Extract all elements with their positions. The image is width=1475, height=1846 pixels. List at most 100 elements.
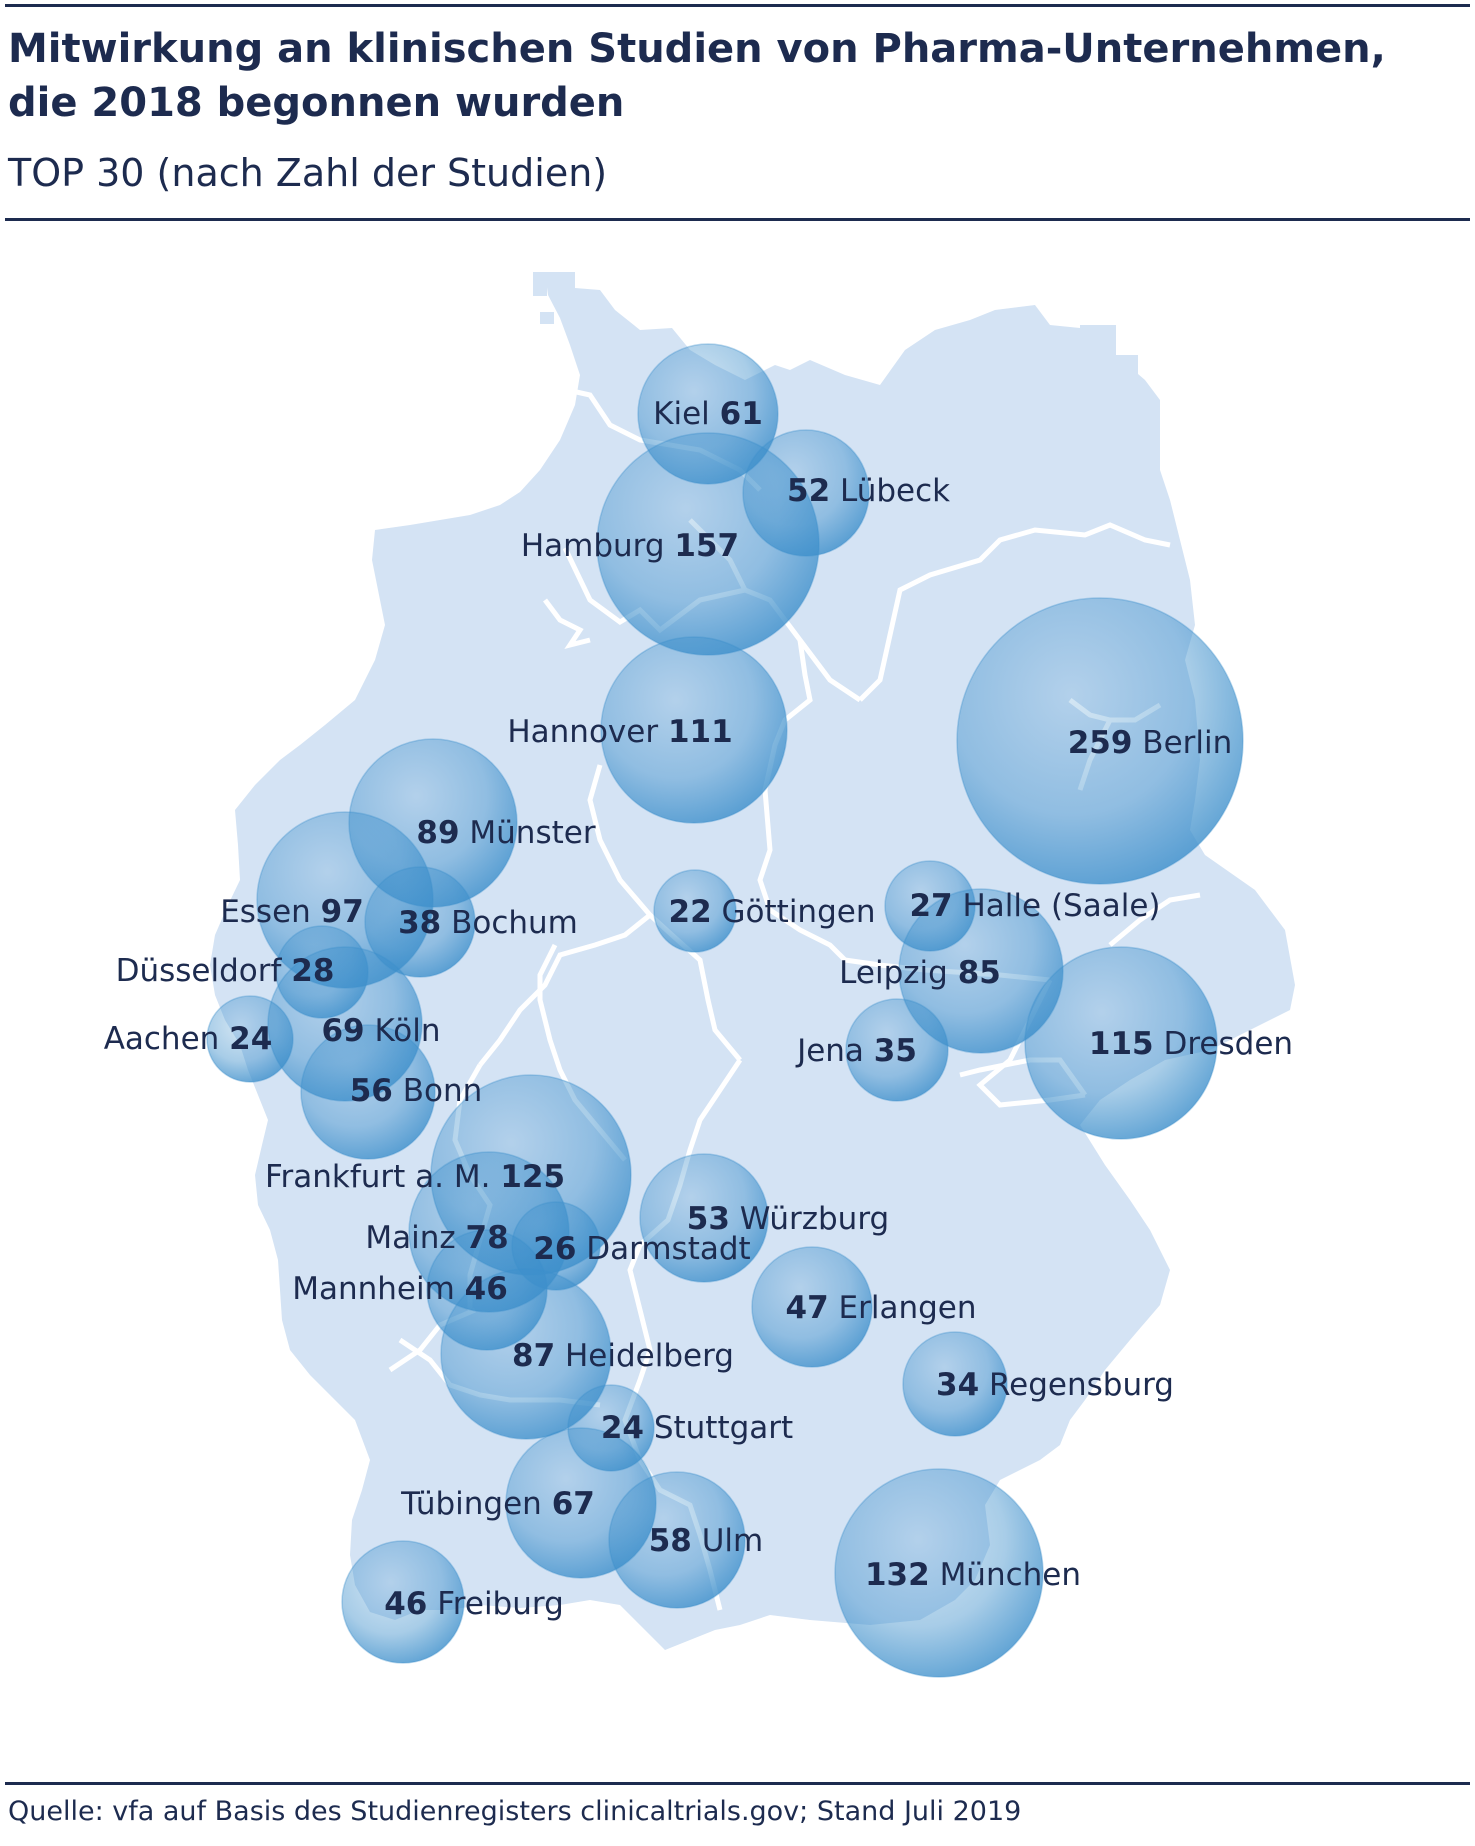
label-mainz: Mainz 78	[365, 1220, 508, 1256]
city-name-bonn: Bonn	[403, 1073, 483, 1109]
page-title: Mitwirkung an klinischen Studien von Pha…	[8, 26, 1386, 126]
label-bonn: 56 Bonn	[350, 1073, 483, 1109]
bubble-jena	[845, 998, 949, 1102]
city-name-darmstadt: Darmstadt	[586, 1231, 750, 1267]
city-name-kiel: Kiel	[653, 396, 710, 432]
city-name-koeln: Köln	[374, 1013, 440, 1049]
label-dresden: 115 Dresden	[1089, 1026, 1293, 1062]
label-regensburg: 34 Regensburg	[936, 1367, 1174, 1403]
city-name-freiburg: Freiburg	[437, 1586, 564, 1622]
city-name-muenchen: München	[940, 1557, 1081, 1593]
city-name-mainz: Mainz	[365, 1220, 455, 1256]
label-luebeck: 52 Lübeck	[787, 473, 950, 509]
label-muenchen: 132 München	[865, 1557, 1081, 1593]
city-value-heidelberg: 87	[512, 1338, 555, 1374]
page-subtitle: TOP 30 (nach Zahl der Studien)	[8, 151, 608, 195]
label-koeln: 69 Köln	[321, 1013, 440, 1049]
label-aachen: Aachen 24	[104, 1021, 273, 1057]
label-jena: Jena 35	[795, 1033, 917, 1069]
city-name-ulm: Ulm	[702, 1523, 764, 1559]
city-value-mainz: 78	[466, 1220, 509, 1256]
city-name-hamburg: Hamburg	[521, 528, 665, 564]
city-name-frankfurt-a-m: Frankfurt a. M.	[265, 1159, 491, 1195]
bubble-heidelberg	[440, 1268, 612, 1440]
city-value-regensburg: 34	[936, 1367, 979, 1403]
source-note: Quelle: vfa auf Basis des Studienregiste…	[8, 1796, 1022, 1827]
bubble-regensburg	[902, 1331, 1008, 1437]
bubble-wuerzburg	[639, 1153, 769, 1283]
city-name-erlangen: Erlangen	[839, 1290, 977, 1326]
city-name-stuttgart: Stuttgart	[654, 1410, 793, 1446]
city-value-halle-saale: 27	[909, 888, 952, 924]
city-value-hannover: 111	[668, 714, 733, 750]
city-value-goettingen: 22	[669, 894, 712, 930]
city-name-goettingen: Göttingen	[722, 894, 876, 930]
label-goettingen: 22 Göttingen	[669, 894, 876, 930]
label-heidelberg: 87 Heidelberg	[512, 1338, 734, 1374]
label-stuttgart: 24 Stuttgart	[601, 1410, 793, 1446]
footer-rule	[5, 1782, 1470, 1785]
city-name-muenster: Münster	[469, 815, 595, 851]
city-value-luebeck: 52	[787, 473, 830, 509]
bubble-bonn	[300, 1024, 436, 1160]
city-name-berlin: Berlin	[1142, 725, 1232, 761]
label-bochum: 38 Bochum	[398, 905, 578, 941]
city-value-wuerzburg: 53	[687, 1201, 730, 1237]
city-value-ulm: 58	[649, 1523, 692, 1559]
city-value-muenchen: 132	[865, 1557, 930, 1593]
city-name-mannheim: Mannheim	[292, 1271, 455, 1307]
city-value-kiel: 61	[720, 396, 763, 432]
label-leipzig: Leipzig 85	[839, 955, 1001, 991]
label-ulm: 58 Ulm	[649, 1523, 764, 1559]
label-berlin: 259 Berlin	[1068, 725, 1233, 761]
city-value-darmstadt: 26	[533, 1231, 576, 1267]
city-bubbles	[206, 343, 1244, 1678]
label-frankfurt-a-m: Frankfurt a. M. 125	[265, 1159, 565, 1195]
bubble-muenchen	[834, 1468, 1044, 1678]
city-name-dresden: Dresden	[1164, 1026, 1294, 1062]
city-value-stuttgart: 24	[601, 1410, 644, 1446]
germany-bubble-map: Kiel 61 52 Lübeck Hamburg 157 Hannover 111 2…	[104, 272, 1295, 1678]
city-name-hannover: Hannover	[507, 714, 658, 750]
label-hannover: Hannover 111	[507, 714, 732, 750]
city-name-essen: Essen	[220, 894, 311, 930]
city-value-freiburg: 46	[384, 1586, 427, 1622]
city-value-essen: 97	[321, 894, 364, 930]
city-value-leipzig: 85	[958, 955, 1001, 991]
city-value-aachen: 24	[229, 1021, 272, 1057]
bubble-dresden	[1024, 946, 1218, 1140]
city-name-duesseldorf: Düsseldorf	[116, 953, 283, 989]
city-value-muenster: 89	[416, 815, 459, 851]
city-name-bochum: Bochum	[451, 905, 578, 941]
bubble-hannover	[600, 636, 788, 824]
bubble-goettingen	[653, 869, 737, 953]
label-wuerzburg: 53 Würzburg	[687, 1201, 889, 1237]
top-rule	[5, 4, 1470, 7]
city-name-wuerzburg: Würzburg	[740, 1201, 889, 1237]
city-labels: Kiel 61 52 Lübeck Hamburg 157 Hannover 111 2…	[104, 396, 1293, 1622]
header-rule	[5, 218, 1470, 221]
label-mannheim: Mannheim 46	[292, 1271, 508, 1307]
city-value-bochum: 38	[398, 905, 441, 941]
city-name-heidelberg: Heidelberg	[565, 1338, 734, 1374]
label-essen: Essen 97	[220, 894, 364, 930]
city-value-mannheim: 46	[465, 1271, 508, 1307]
label-freiburg: 46 Freiburg	[384, 1586, 564, 1622]
label-hamburg: Hamburg 157	[521, 528, 739, 564]
bubble-bochum	[364, 866, 476, 978]
city-value-duesseldorf: 28	[291, 953, 334, 989]
city-name-tuebingen: Tübingen	[400, 1486, 542, 1522]
city-value-dresden: 115	[1089, 1026, 1154, 1062]
bubble-berlin	[956, 597, 1244, 885]
city-value-erlangen: 47	[786, 1290, 829, 1326]
city-name-regensburg: Regensburg	[989, 1367, 1174, 1403]
label-muenster: 89 Münster	[416, 815, 595, 851]
city-name-aachen: Aachen	[104, 1021, 220, 1057]
city-name-jena: Jena	[795, 1033, 864, 1069]
city-name-halle-saale: Halle (Saale)	[962, 888, 1160, 924]
city-value-tuebingen: 67	[552, 1486, 595, 1522]
label-darmstadt: 26 Darmstadt	[533, 1231, 750, 1267]
city-value-bonn: 56	[350, 1073, 393, 1109]
label-kiel: Kiel 61	[653, 396, 763, 432]
bubble-freiburg	[341, 1540, 465, 1664]
